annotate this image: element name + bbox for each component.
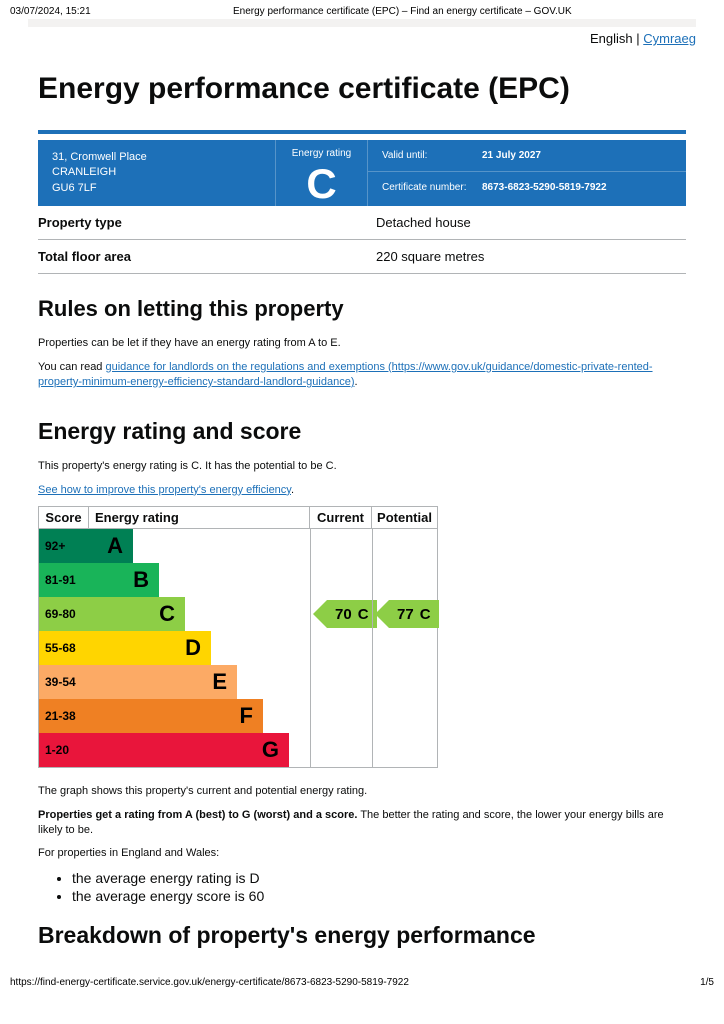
chart-vline-2: [372, 529, 373, 767]
landlord-guidance-link[interactable]: guidance for landlords on the regulation…: [38, 361, 653, 388]
col-potential: Potential: [372, 507, 437, 528]
summary-address: 31, Cromwell Place CRANLEIGH GU6 7LF: [38, 140, 276, 206]
property-type-label: Property type: [38, 215, 376, 230]
band-bar: A: [89, 529, 133, 563]
summary-rating: Energy rating C: [276, 140, 368, 206]
print-page: 1/5: [700, 977, 714, 988]
improve-efficiency-link[interactable]: See how to improve this property's energ…: [38, 484, 291, 496]
band-score: 21-38: [39, 699, 89, 733]
rating-arrow: 77C: [375, 600, 439, 628]
band-bar: E: [89, 665, 237, 699]
band-score: 69-80: [39, 597, 89, 631]
language-switcher: English | Cymraeg: [0, 27, 724, 54]
band-row-e: 39-54E: [39, 665, 437, 699]
averages-list: the average energy rating is D the avera…: [72, 870, 686, 904]
print-header: 03/07/2024, 15:21 Energy performance cer…: [0, 0, 724, 19]
band-score: 39-54: [39, 665, 89, 699]
band-row-g: 1-20G: [39, 733, 437, 767]
floor-area-row: Total floor area 220 square metres: [38, 240, 686, 274]
band-bar: D: [89, 631, 211, 665]
title-rule: [38, 130, 686, 134]
avg-rating: the average energy rating is D: [72, 870, 686, 886]
rating-explain-bold: Properties get a rating from A (best) to…: [38, 809, 357, 821]
cert-value: 8673-6823-5290-5819-7922: [482, 182, 607, 193]
summary-box: 31, Cromwell Place CRANLEIGH GU6 7LF Ene…: [38, 140, 686, 206]
rules-p2-pre: You can read: [38, 361, 105, 373]
valid-row: Valid until: 21 July 2027: [368, 140, 686, 172]
cert-row: Certificate number: 8673-6823-5290-5819-…: [368, 172, 686, 203]
band-bar: F: [89, 699, 263, 733]
floor-area-label: Total floor area: [38, 249, 376, 264]
address-line-3: GU6 7LF: [52, 181, 261, 196]
band-row-d: 55-68D: [39, 631, 437, 665]
property-type-value: Detached house: [376, 215, 686, 230]
valid-label: Valid until:: [382, 150, 482, 161]
address-line-1: 31, Cromwell Place: [52, 150, 261, 165]
band-score: 81-91: [39, 563, 89, 597]
chart-body: 92+A81-91B69-80C55-68D39-54E21-38F1-20G 7…: [39, 529, 437, 767]
rating-label: Energy rating: [276, 148, 367, 159]
rules-p2: You can read guidance for landlords on t…: [38, 360, 686, 391]
band-bar: G: [89, 733, 289, 767]
summary-right: Valid until: 21 July 2027 Certificate nu…: [368, 140, 686, 206]
valid-value: 21 July 2027: [482, 150, 541, 161]
rules-p2-post: .: [355, 376, 358, 388]
breakdown-heading: Breakdown of property's energy performan…: [38, 922, 686, 949]
rules-p1: Properties can be let if they have an en…: [38, 336, 686, 351]
lang-cymraeg-link[interactable]: Cymraeg: [643, 31, 696, 46]
chart-vline-1: [310, 529, 311, 767]
band-row-b: 81-91B: [39, 563, 437, 597]
band-row-f: 21-38F: [39, 699, 437, 733]
print-footer: https://find-energy-certificate.service.…: [0, 973, 724, 994]
col-current: Current: [310, 507, 372, 528]
floor-area-value: 220 square metres: [376, 249, 686, 264]
print-url: https://find-energy-certificate.service.…: [10, 977, 409, 988]
lang-english: English: [590, 31, 633, 46]
avg-score: the average energy score is 60: [72, 888, 686, 904]
rating-letter: C: [276, 163, 367, 205]
page-title: Energy performance certificate (EPC): [38, 72, 686, 106]
print-timestamp: 03/07/2024, 15:21: [10, 6, 91, 17]
chart-header: Score Energy rating Current Potential: [39, 507, 437, 529]
chart-caption: The graph shows this property's current …: [38, 784, 686, 799]
col-rating: Energy rating: [89, 507, 310, 528]
col-score: Score: [39, 507, 89, 528]
rules-heading: Rules on letting this property: [38, 296, 686, 322]
rating-explain: Properties get a rating from A (best) to…: [38, 808, 686, 839]
top-grey-bar: [28, 19, 696, 27]
rating-heading: Energy rating and score: [38, 418, 686, 445]
band-bar: C: [89, 597, 185, 631]
band-score: 92+: [39, 529, 89, 563]
rating-england-wales: For properties in England and Wales:: [38, 846, 686, 861]
rating-p1: This property's energy rating is C. It h…: [38, 459, 686, 474]
band-score: 1-20: [39, 733, 89, 767]
band-row-a: 92+A: [39, 529, 437, 563]
property-type-row: Property type Detached house: [38, 206, 686, 240]
cert-label: Certificate number:: [382, 182, 482, 193]
band-bar: B: [89, 563, 159, 597]
band-score: 55-68: [39, 631, 89, 665]
rating-arrow: 70C: [313, 600, 377, 628]
address-line-2: CRANLEIGH: [52, 165, 261, 180]
print-doc-title: Energy performance certificate (EPC) – F…: [233, 6, 572, 17]
energy-rating-chart: Score Energy rating Current Potential 92…: [38, 506, 438, 768]
